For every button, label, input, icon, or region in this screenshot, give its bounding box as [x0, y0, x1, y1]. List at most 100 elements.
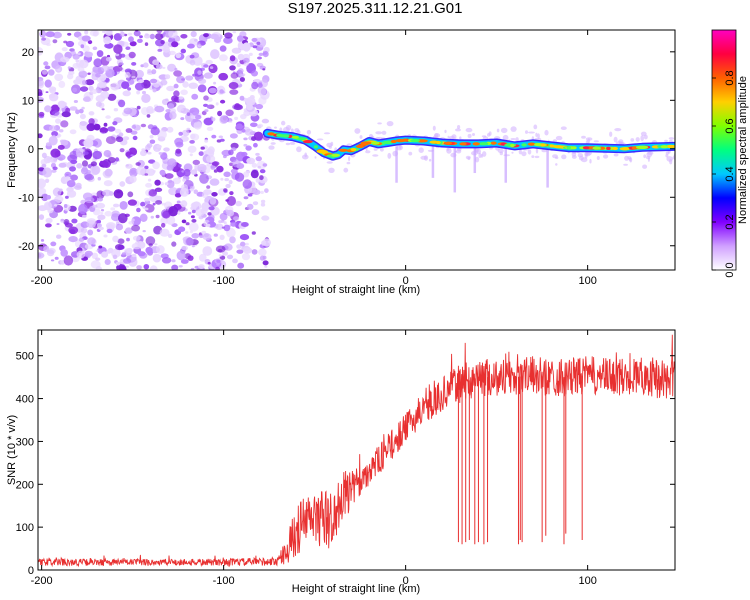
- noise-speckle: [68, 236, 78, 243]
- ridge-halo-speckle: [613, 153, 619, 157]
- noise-speckle: [205, 223, 211, 228]
- noise-speckle: [201, 202, 210, 212]
- ridge-hot-spot: [360, 142, 369, 146]
- noise-speckle: [203, 72, 213, 79]
- ridge-hot-spot: [510, 143, 515, 148]
- noise-speckle: [259, 169, 266, 174]
- noise-speckle: [106, 228, 113, 234]
- noise-speckle: [61, 111, 71, 118]
- noise-speckle: [209, 197, 217, 205]
- noise-speckle: [152, 161, 160, 170]
- noise-speckle: [210, 33, 219, 40]
- noise-speckle: [127, 156, 131, 159]
- colorbar-tick-label: 0.2: [724, 214, 736, 229]
- ridge-halo-speckle: [635, 137, 640, 142]
- noise-speckle: [243, 247, 253, 254]
- ridge-halo-speckle: [481, 135, 487, 138]
- noise-speckle: [197, 70, 202, 75]
- ridge-halo-speckle: [418, 147, 424, 153]
- noise-speckle: [226, 254, 234, 260]
- noise-speckle: [127, 199, 137, 206]
- noise-speckle: [167, 103, 175, 109]
- noise-speckle: [203, 150, 208, 155]
- noise-speckle: [220, 177, 224, 181]
- noise-speckle: [41, 193, 49, 202]
- noise-speckle: [63, 204, 68, 208]
- noise-speckle: [59, 188, 63, 192]
- noise-speckle: [127, 191, 134, 198]
- noise-speckle: [262, 260, 269, 266]
- noise-speckle: [119, 148, 125, 153]
- noise-speckle: [107, 93, 117, 101]
- ridge-hot-spot: [435, 140, 441, 145]
- noise-speckle: [144, 42, 149, 46]
- noise-speckle: [176, 250, 186, 261]
- ridge-halo-speckle: [613, 136, 618, 143]
- noise-speckle: [251, 81, 259, 90]
- ridge-halo-speckle: [496, 128, 500, 133]
- colorbar-label: Normalized spectral amplitude: [737, 76, 749, 224]
- ridge-hot-spot: [291, 135, 299, 139]
- noise-speckle: [180, 184, 189, 192]
- noise-speckle: [251, 37, 258, 42]
- ridge-halo-speckle: [348, 155, 351, 162]
- noise-speckle: [229, 133, 238, 139]
- noise-speckle: [241, 222, 249, 227]
- ridge-halo-speckle: [373, 148, 378, 151]
- noise-speckle: [198, 216, 204, 220]
- noise-speckle: [104, 168, 113, 177]
- noise-speckle: [185, 75, 194, 81]
- noise-speckle: [138, 79, 144, 83]
- ridge-hot-spot: [472, 142, 480, 146]
- noise-speckle: [231, 47, 242, 54]
- noise-speckle: [229, 55, 236, 62]
- noise-speckle: [81, 166, 88, 173]
- noise-speckle: [55, 118, 61, 124]
- snr-frame: [37, 329, 676, 571]
- noise-speckle: [134, 115, 138, 117]
- ridge-hot-spot: [338, 148, 348, 152]
- noise-speckle: [208, 206, 215, 211]
- noise-speckle: [172, 177, 181, 185]
- noise-speckle: [219, 138, 225, 142]
- spectrogram-y-ticks: -20 -10 0 10 20: [18, 47, 675, 253]
- noise-speckle: [229, 191, 234, 196]
- noise-speckle: [125, 128, 133, 133]
- noise-speckle: [82, 45, 90, 52]
- noise-speckle: [100, 209, 105, 212]
- noise-speckle: [83, 138, 94, 148]
- noise-speckle: [126, 247, 133, 254]
- ridge-halo-speckle: [380, 147, 384, 152]
- noise-speckle: [185, 231, 189, 234]
- snr-x-ticks: -200 -100 0 100: [31, 330, 597, 587]
- noise-speckle: [56, 234, 62, 239]
- noise-speckle: [48, 86, 57, 92]
- ridge-halo-speckle: [328, 167, 335, 173]
- noise-speckle: [71, 218, 78, 224]
- x-tick-label: -200: [31, 575, 53, 587]
- noise-speckle: [128, 36, 134, 43]
- noise-speckle: [210, 49, 220, 60]
- noise-speckle: [105, 136, 116, 145]
- noise-speckle: [208, 63, 218, 74]
- ridge-halo-speckle: [296, 146, 302, 153]
- noise-speckle: [112, 65, 123, 72]
- noise-speckle: [103, 150, 112, 157]
- noise-speckle: [219, 212, 228, 221]
- noise-speckle: [154, 187, 163, 192]
- snr-y-ticks: 0 100 200 300 400 500: [16, 351, 675, 577]
- noise-speckle: [145, 246, 153, 254]
- noise-speckle: [222, 251, 229, 256]
- noise-speckle: [232, 31, 237, 34]
- noise-speckle: [237, 35, 244, 42]
- ridge-halo-speckle: [510, 126, 517, 132]
- noise-speckle: [74, 185, 82, 190]
- spectrogram-x-axis-label: Height of straight line (km): [292, 284, 420, 296]
- noise-speckle: [193, 189, 199, 194]
- ridge-hot-spot: [410, 139, 420, 143]
- noise-speckle: [146, 114, 151, 118]
- ridge-halo-speckle: [447, 135, 450, 139]
- noise-speckle: [180, 34, 188, 39]
- ridge-hot-spot: [390, 139, 397, 144]
- noise-speckle: [140, 123, 147, 128]
